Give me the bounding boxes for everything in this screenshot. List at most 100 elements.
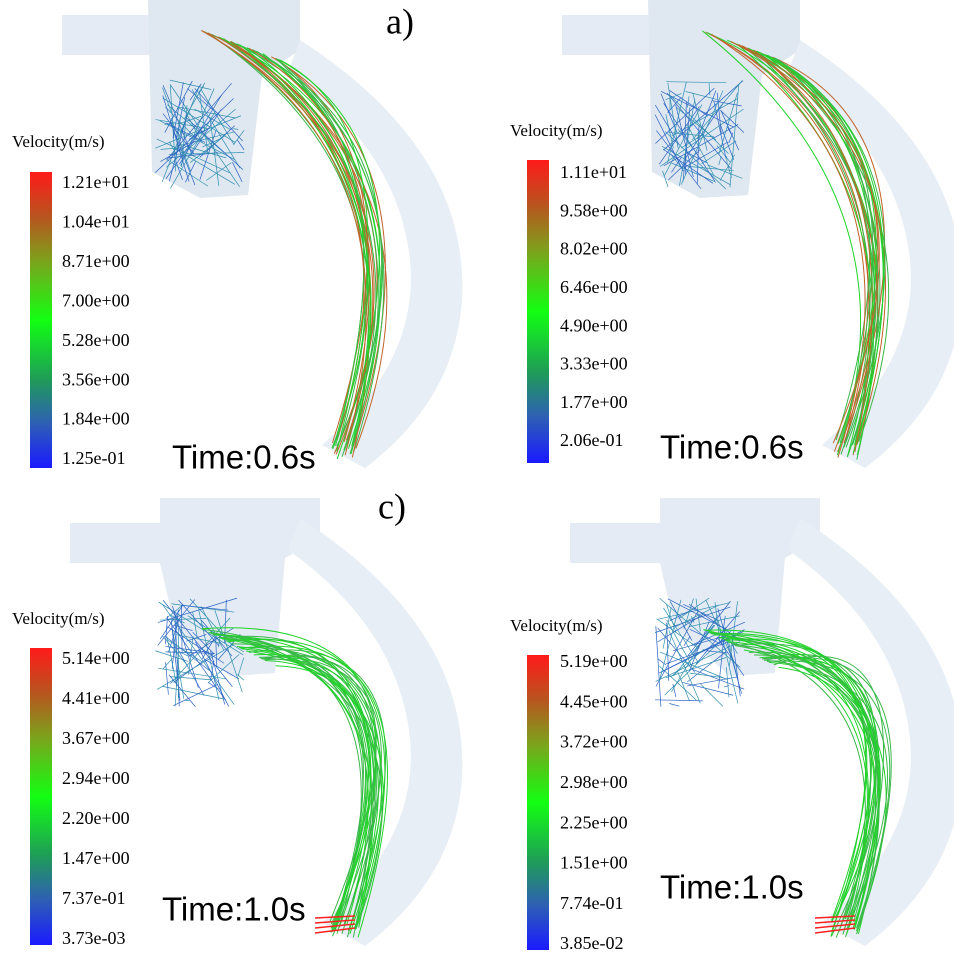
mesh-streamline	[196, 85, 204, 98]
mesh-streamline	[688, 603, 737, 638]
inlet	[562, 15, 652, 55]
mesh-streamline	[655, 626, 662, 707]
streamline	[248, 649, 386, 932]
panel: b)	[562, 0, 954, 468]
streamline	[240, 645, 388, 938]
streamline	[759, 656, 878, 926]
legend-title: Velocity(m/s)	[510, 121, 603, 140]
mesh-streamline	[181, 605, 183, 652]
mesh-streamline	[170, 110, 216, 189]
mesh-streamline	[697, 90, 717, 140]
streamline	[727, 641, 880, 935]
duct	[788, 40, 954, 468]
mesh-streamline	[687, 601, 731, 657]
colorbar-tick-label: 1.77e+00	[560, 392, 628, 412]
mesh-streamline	[162, 600, 233, 687]
mesh-streamline	[720, 109, 745, 133]
panel-label: a)	[386, 1, 414, 41]
streamline	[735, 643, 877, 919]
outlet-streamline	[814, 919, 856, 924]
mesh-streamline	[670, 153, 682, 168]
mesh-streamline	[162, 113, 195, 154]
mesh-streamline	[209, 116, 220, 186]
mesh-streamline	[687, 676, 738, 687]
mesh-streamline	[678, 597, 710, 619]
colorbar-tick-label: 5.14e+00	[62, 648, 130, 668]
mesh-streamline	[673, 624, 716, 677]
mesh-streamline	[165, 646, 209, 653]
colorbar-tick-label: 1.11e+01	[560, 162, 627, 182]
mesh-streamline	[237, 657, 245, 677]
colorbar-tick-label: 1.84e+00	[62, 409, 130, 429]
mesh-streamline	[719, 123, 735, 160]
mesh-streamline	[712, 100, 742, 107]
mesh-streamline	[681, 141, 729, 170]
mesh-streamline	[162, 97, 236, 143]
outlet-streamline	[314, 927, 356, 934]
panel: c)	[70, 486, 463, 946]
mesh-streamline	[177, 106, 236, 119]
inlet	[62, 15, 152, 55]
mesh-streamline	[692, 80, 743, 140]
mesh-streamline	[176, 647, 205, 696]
mesh-streamline	[654, 606, 731, 633]
panel: d)	[570, 498, 954, 946]
mesh-streamline	[673, 635, 726, 652]
mesh-streamline	[155, 98, 234, 173]
colorbar-tick-label: 1.47e+00	[62, 848, 130, 868]
mesh-streamline	[708, 83, 711, 96]
hopper	[648, 0, 800, 198]
mesh-streamline	[716, 92, 722, 135]
streamline	[756, 50, 877, 444]
mesh-streamline	[665, 93, 682, 101]
streamline	[261, 654, 377, 920]
outlet-streamline	[314, 923, 356, 929]
mesh-streamline	[232, 162, 243, 183]
mesh-streamline	[725, 667, 730, 698]
streamline	[226, 638, 375, 928]
mesh-streamline	[156, 644, 234, 690]
mesh-streamline	[666, 619, 692, 665]
mesh-streamline	[659, 651, 728, 680]
outlet-streamline	[314, 915, 356, 919]
streamline	[253, 654, 370, 920]
mesh-streamline	[190, 109, 222, 156]
mesh-streamline	[200, 88, 235, 146]
streamline	[764, 659, 888, 930]
mesh-streamline	[655, 641, 741, 682]
colorbar	[30, 648, 52, 945]
mesh-streamline	[675, 106, 717, 141]
mesh-streamline	[677, 128, 694, 149]
mesh-streamline	[720, 110, 740, 151]
mesh-streamline	[168, 674, 196, 708]
mesh-streamline	[659, 598, 741, 668]
mesh-streamline	[671, 614, 719, 692]
mesh-streamline	[185, 634, 207, 642]
mesh-streamline	[158, 601, 244, 656]
mesh-streamline	[718, 155, 722, 166]
mesh-streamline	[166, 626, 225, 664]
mesh-streamline	[171, 603, 235, 613]
mesh-streamline	[669, 703, 680, 707]
mesh-streamline	[682, 682, 734, 696]
streamline	[778, 666, 877, 930]
colorbar	[30, 172, 52, 468]
streamline	[201, 627, 386, 929]
hopper	[148, 0, 300, 198]
mesh-streamline	[692, 669, 745, 690]
mesh-streamline	[184, 699, 190, 702]
mesh-streamline	[667, 82, 679, 149]
mesh-streamline	[173, 683, 219, 707]
duct	[288, 518, 463, 946]
mesh-streamline	[162, 604, 235, 705]
mesh-streamline	[166, 108, 236, 168]
mesh-streamline	[700, 684, 724, 707]
mesh-streamline	[166, 639, 203, 663]
mesh-streamline	[666, 81, 727, 84]
mesh-streamline	[680, 90, 724, 185]
colorbar-tick-label: 1.04e+01	[62, 212, 130, 232]
mesh-streamline	[658, 599, 682, 682]
mesh-streamline	[683, 636, 691, 647]
mesh-streamline	[237, 139, 245, 151]
